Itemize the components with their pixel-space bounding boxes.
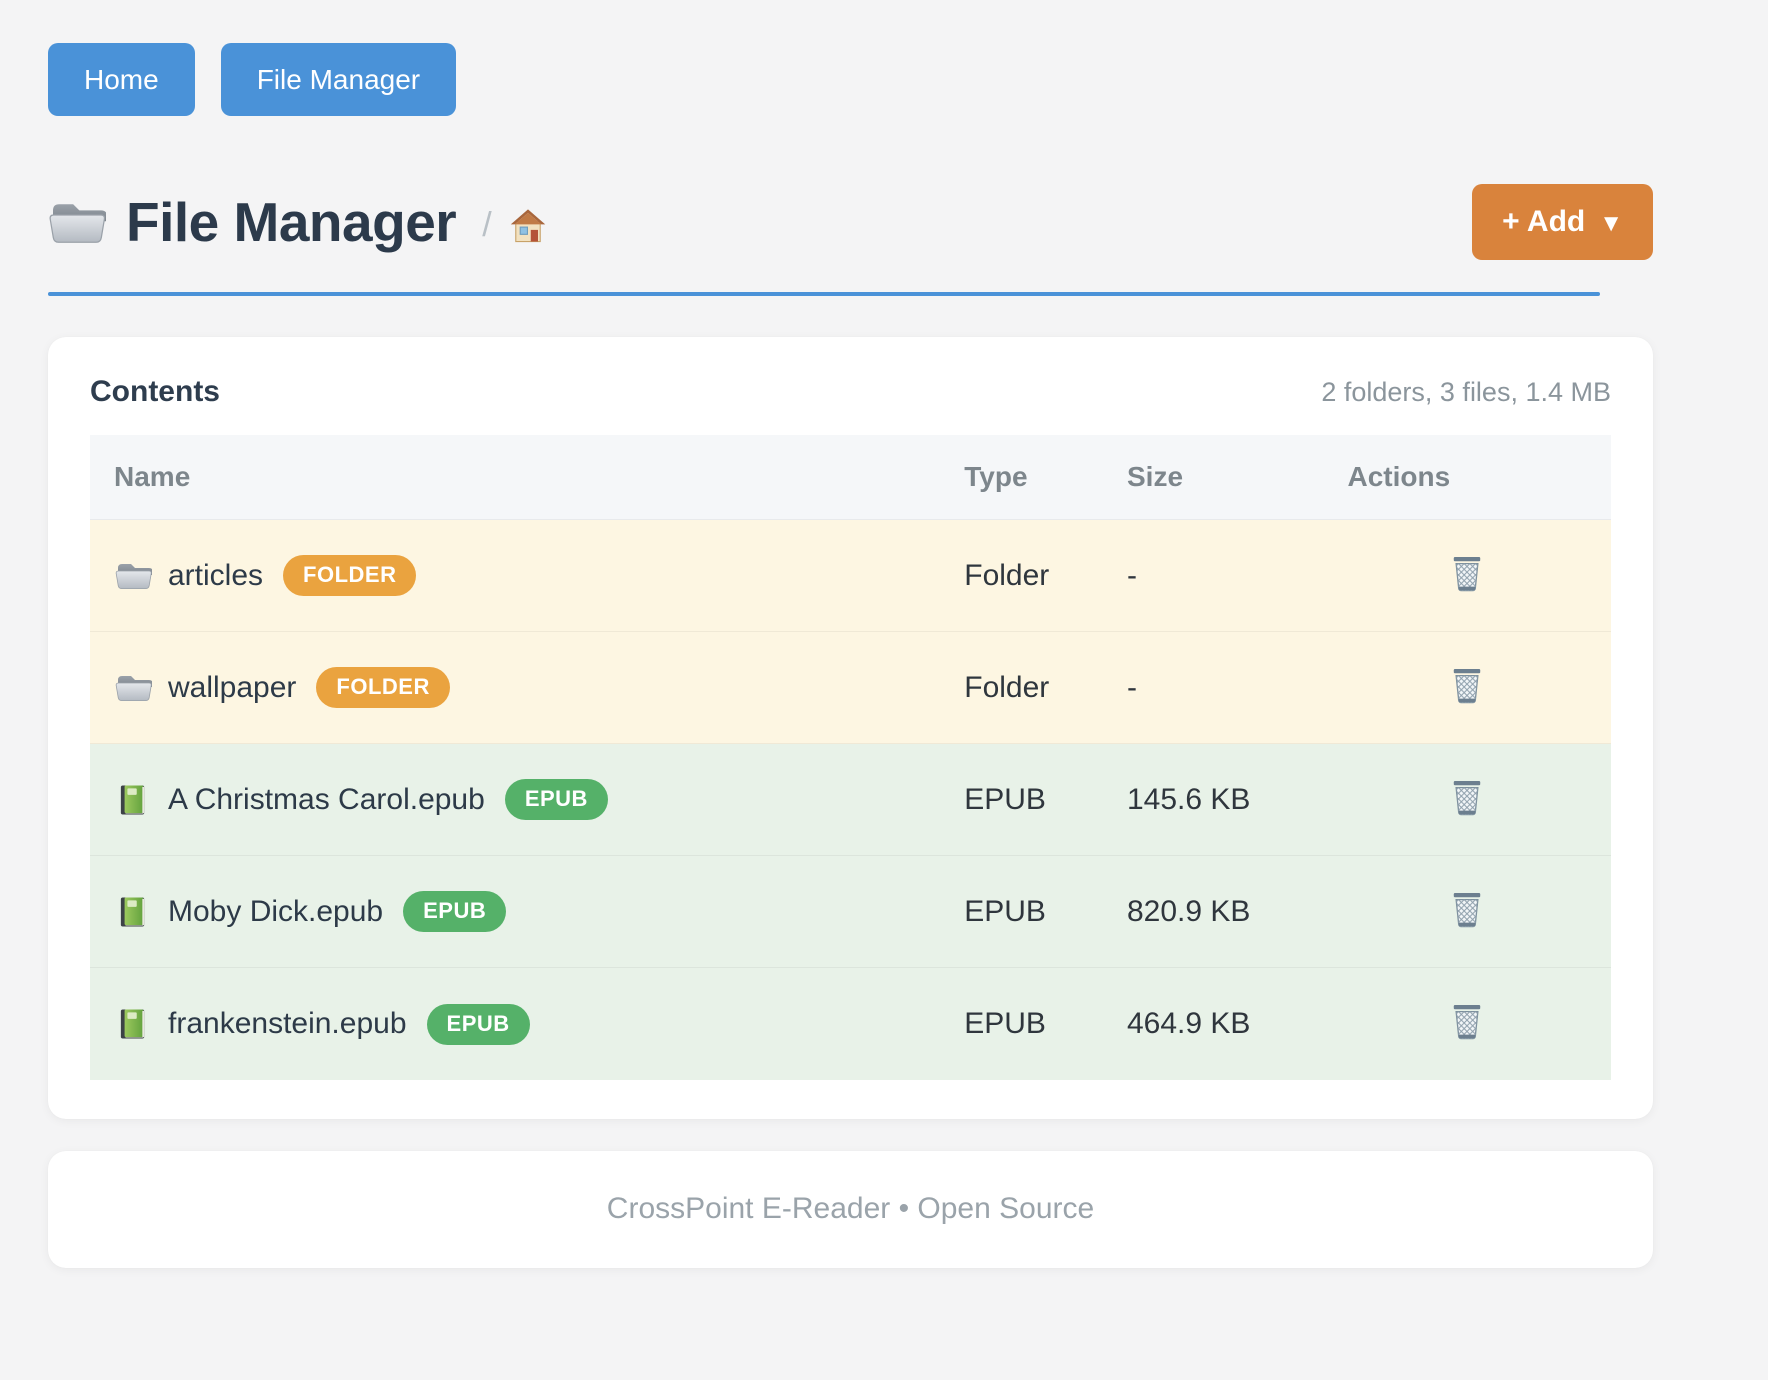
row-size: - [1126,670,1137,704]
files-table: Name Type Size Actions articles FOLDER F… [90,435,1611,1080]
title-divider [48,292,1600,297]
table-row[interactable]: frankenstein.epub EPUB EPUB 464.9 KB [90,967,1611,1080]
book-icon [119,1007,147,1041]
folder-icon [115,560,152,591]
folder-icon [48,198,106,246]
row-type-badge: EPUB [504,779,608,821]
table-row[interactable]: articles FOLDER Folder - [90,519,1611,632]
home-button[interactable]: Home [48,43,195,117]
book-icon [119,895,147,929]
breadcrumb-separator: / [482,205,492,244]
add-button[interactable]: + Add ▼ [1472,184,1653,261]
row-type-badge: EPUB [403,891,507,933]
table-row[interactable]: A Christmas Carol.epub EPUB EPUB 145.6 K… [90,743,1611,856]
trash-icon [1450,890,1484,930]
page-title: File Manager [126,191,457,254]
table-header-row: Name Type Size Actions [90,435,1611,520]
column-header-size: Size [1102,435,1324,520]
column-header-name: Name [90,435,941,520]
row-size: 820.9 KB [1126,894,1251,928]
row-type-badge: FOLDER [316,667,450,709]
row-type-badge: FOLDER [283,555,417,597]
chevron-down-icon: ▼ [1599,210,1623,238]
row-type-badge: EPUB [426,1003,530,1045]
delete-button[interactable] [1446,774,1488,822]
row-name-link[interactable]: frankenstein.epub [168,1007,407,1041]
page-header: File Manager / + Add ▼ [48,184,1653,261]
row-type: Folder [964,670,1050,704]
delete-button[interactable] [1446,662,1488,710]
row-size: 145.6 KB [1126,782,1251,816]
table-row[interactable]: wallpaper FOLDER Folder - [90,631,1611,744]
trash-icon [1450,1002,1484,1042]
book-icon [119,783,147,817]
row-type: EPUB [964,782,1046,816]
footer-card: CrossPoint E-Reader • Open Source [48,1150,1653,1268]
row-type: Folder [964,558,1050,592]
column-header-type: Type [940,435,1103,520]
contents-card: Contents 2 folders, 3 files, 1.4 MB Name… [48,337,1653,1119]
trash-icon [1450,666,1484,706]
title-wrap: File Manager / [48,190,548,254]
row-name-link[interactable]: wallpaper [168,670,297,704]
table-body: articles FOLDER Folder - wallpaper FOLDE… [90,519,1611,1080]
footer-text: CrossPoint E-Reader • Open Source [606,1192,1095,1226]
row-size: - [1126,558,1137,592]
file-manager-button[interactable]: File Manager [220,43,457,117]
row-size: 464.9 KB [1126,1007,1251,1041]
add-button-label: + Add [1502,205,1586,239]
row-name-link[interactable]: articles [168,558,264,592]
delete-button[interactable] [1446,550,1488,598]
column-header-actions: Actions [1323,435,1611,520]
delete-button[interactable] [1446,886,1488,934]
row-type: EPUB [964,1007,1046,1041]
trash-icon [1450,778,1484,818]
folder-icon [115,672,152,703]
page: Home File Manager File Manager / + Add ▼ … [48,0,1653,1268]
row-name-link[interactable]: Moby Dick.epub [168,894,384,928]
contents-summary: 2 folders, 3 files, 1.4 MB [1321,377,1611,408]
row-name-link[interactable]: A Christmas Carol.epub [168,782,485,816]
row-type: EPUB [964,894,1046,928]
delete-button[interactable] [1446,998,1488,1046]
house-icon[interactable] [508,206,548,246]
contents-card-header: Contents 2 folders, 3 files, 1.4 MB [90,371,1611,435]
top-nav: Home File Manager [48,43,1653,117]
trash-icon [1450,554,1484,594]
table-row[interactable]: Moby Dick.epub EPUB EPUB 820.9 KB [90,855,1611,968]
contents-heading: Contents [90,375,220,409]
